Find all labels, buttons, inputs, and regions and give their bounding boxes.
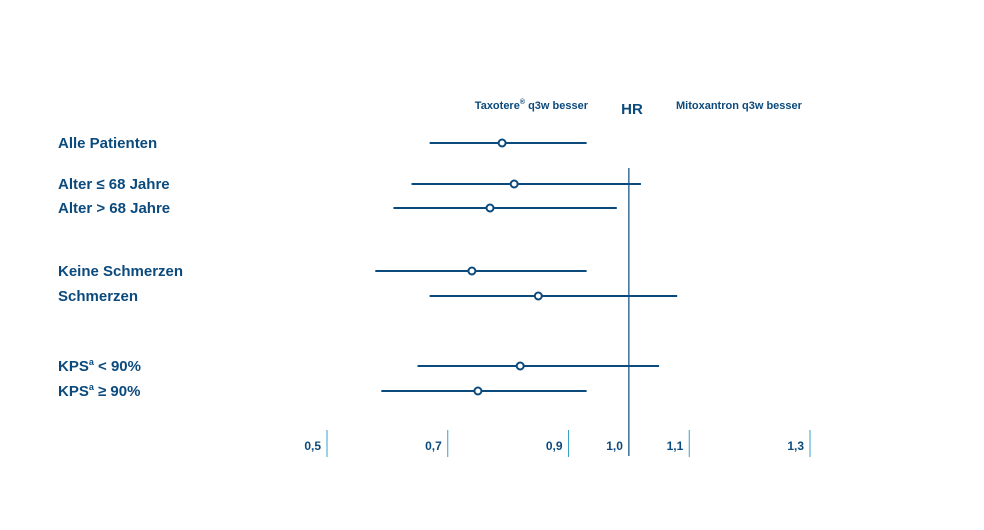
row-label: KPSa ≥ 90% — [58, 382, 140, 400]
hr-point — [533, 291, 543, 301]
row-label: Alter ≤ 68 Jahre — [58, 176, 170, 193]
hr-point — [497, 138, 507, 148]
header-right: Mitoxantron q3w besser — [676, 100, 803, 112]
forest-row: Alle Patienten — [58, 135, 587, 152]
row-label: Schmerzen — [58, 288, 138, 305]
rows-group: Alle Patienten Alter ≤ 68 Jahre Alter > 68… — [58, 135, 678, 400]
row-label: KPSa < 90% — [58, 357, 141, 375]
row-label: Alle Patienten — [58, 135, 157, 152]
x-axis: 0,5 0,7 0,9 1,0 1,1 1,3 — [304, 430, 811, 457]
x-tick-label: 1,3 — [787, 439, 804, 453]
forest-row: Schmerzen — [58, 288, 678, 305]
hr-point — [473, 386, 483, 396]
forest-row: Alter ≤ 68 Jahre — [58, 176, 641, 193]
header-left: Taxotere® q3w besser — [475, 98, 589, 112]
x-tick-label: 0,9 — [546, 439, 563, 453]
forest-row: KPSa ≥ 90% — [58, 382, 587, 400]
chart-header: Taxotere® q3w besser HR Mitoxantron q3w … — [475, 98, 803, 118]
axis-label-hr: HR — [621, 101, 643, 118]
forest-row: KPSa < 90% — [58, 357, 660, 375]
forest-row: Keine Schmerzen — [58, 263, 587, 280]
row-label: Keine Schmerzen — [58, 263, 183, 280]
hr-point — [467, 266, 477, 276]
forest-row: Alter > 68 Jahre — [58, 200, 617, 217]
x-tick-label: 0,5 — [304, 439, 321, 453]
x-tick-label: 1,1 — [667, 439, 684, 453]
x-tick-label: 1,0 — [606, 439, 623, 453]
hr-point — [509, 179, 519, 189]
hr-point — [515, 361, 525, 371]
x-tick-label: 0,7 — [425, 439, 442, 453]
hr-point — [485, 203, 495, 213]
row-label: Alter > 68 Jahre — [58, 200, 170, 217]
